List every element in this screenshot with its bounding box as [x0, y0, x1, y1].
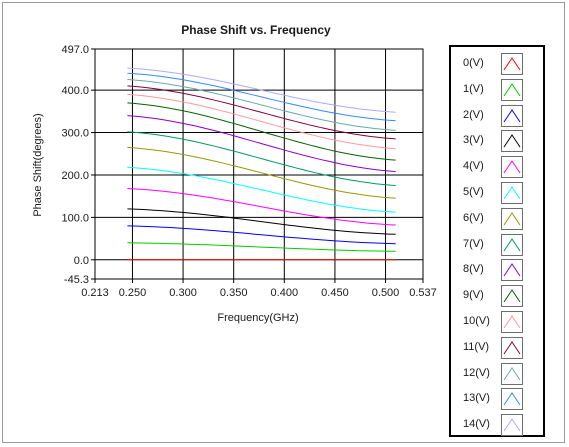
series-line-10 — [127, 93, 396, 150]
series-line-1 — [127, 242, 396, 252]
legend-swatch — [501, 233, 523, 256]
legend-swatch — [501, 78, 523, 101]
x-tick-label: 0.537 — [409, 287, 437, 299]
legend-label: 4(V) — [463, 160, 484, 173]
x-tick-label: 0.350 — [220, 287, 248, 299]
legend-swatch — [501, 362, 523, 385]
legend-swatch — [501, 130, 523, 153]
legend-item: 2(V) — [451, 104, 543, 127]
y-tick-label: 497.0 — [61, 44, 89, 56]
series-line-4 — [127, 188, 396, 226]
legend-swatch — [501, 182, 523, 204]
y-tick-label: 400.0 — [61, 85, 89, 97]
series-line-12 — [127, 79, 396, 131]
legend-swatch — [501, 285, 523, 308]
legend-item: 4(V) — [451, 156, 543, 179]
x-tick-label: 0.213 — [81, 287, 109, 299]
x-tick-label: 0.400 — [271, 287, 299, 299]
legend-label: 5(V) — [463, 186, 484, 198]
legend-item: 8(V) — [451, 259, 543, 282]
y-tick-label: 100.0 — [61, 212, 89, 224]
x-tick-label: 0.300 — [169, 287, 197, 299]
legend-label: 1(V) — [463, 82, 484, 95]
legend-item: 5(V) — [451, 182, 543, 204]
legend-label: 2(V) — [463, 108, 484, 121]
series-line-11 — [127, 85, 396, 140]
legend-item: 13(V) — [451, 388, 543, 411]
legend-swatch — [501, 156, 523, 179]
legend-item: 9(V) — [451, 285, 543, 308]
x-tick-label: 0.450 — [321, 287, 349, 299]
series-line-8 — [127, 115, 396, 173]
legend-label: 11(V) — [463, 340, 490, 353]
series-line-9 — [127, 102, 396, 161]
legend-item: 1(V) — [451, 78, 543, 101]
series-line-2 — [127, 225, 396, 245]
y-tick-label: 200.0 — [61, 170, 89, 182]
legend-swatch — [501, 414, 523, 437]
x-tick-label: 0.500 — [372, 287, 400, 299]
y-axis-label: Phase Shift(degrees) — [32, 113, 44, 216]
chart-window: Phase Shift vs. Frequency 0.213 0.250 0.30… — [2, 2, 565, 443]
legend-label: 0(V) — [463, 57, 484, 69]
legend-label: 13(V) — [463, 392, 490, 405]
legend-swatch — [501, 388, 523, 411]
legend-swatch — [501, 336, 523, 359]
legend-label: 8(V) — [463, 263, 484, 276]
legend-item: 10(V) — [451, 311, 543, 333]
legend-swatch — [501, 259, 523, 282]
legend-label: 7(V) — [463, 237, 484, 250]
y-tick-label: 0.0 — [74, 255, 89, 267]
legend-label: 14(V) — [463, 418, 490, 431]
legend-label: 12(V) — [463, 366, 490, 379]
legend-label: 10(V) — [463, 315, 490, 327]
legend: 0(V) 1(V) 2(V) 3(V) 4(V) 5(V) 6(V) 7(V) 8(V) 9(V)… — [449, 45, 545, 437]
series-line-7 — [127, 131, 396, 187]
series-line-3 — [127, 208, 396, 235]
legend-label: 6(V) — [463, 211, 484, 224]
legend-swatch — [501, 311, 523, 333]
series-line-5 — [127, 166, 396, 213]
legend-label: 9(V) — [463, 289, 484, 302]
legend-item: 14(V) — [451, 414, 543, 437]
legend-swatch — [501, 53, 523, 75]
series-line-14 — [127, 67, 396, 113]
series-line-6 — [127, 146, 396, 199]
legend-item: 0(V) — [451, 53, 543, 75]
x-axis-label: Frequency(GHz) — [217, 312, 298, 324]
plot-area — [94, 48, 424, 280]
y-tick-label: -45.3 — [64, 274, 89, 286]
legend-item: 3(V) — [451, 130, 543, 153]
legend-item: 12(V) — [451, 362, 543, 385]
legend-item: 11(V) — [451, 336, 543, 359]
chart-title: Phase Shift vs. Frequency — [181, 23, 331, 37]
series-line-13 — [127, 72, 396, 122]
legend-swatch — [501, 104, 523, 127]
legend-swatch — [501, 207, 523, 230]
phase-shift-chart: Phase Shift vs. Frequency 0.213 0.250 0.30… — [32, 23, 437, 324]
y-tick-label: 300.0 — [61, 128, 89, 140]
legend-label: 3(V) — [463, 134, 484, 147]
legend-item: 6(V) — [451, 207, 543, 230]
x-tick-label: 0.250 — [119, 287, 147, 299]
legend-item: 7(V) — [451, 233, 543, 256]
